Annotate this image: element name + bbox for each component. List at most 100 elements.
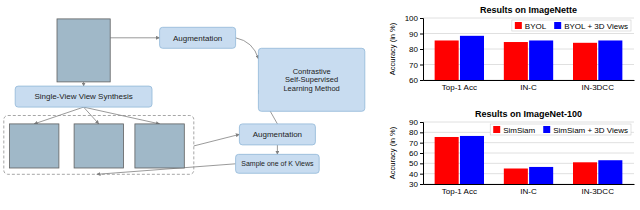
- tick: 60: [409, 149, 423, 158]
- tick: 90: [409, 118, 423, 127]
- arrow: [110, 37, 159, 38]
- axis-title: Accuracy (in %): [388, 126, 397, 179]
- bars: [435, 36, 623, 80]
- legend-frame: [512, 20, 631, 31]
- diagram-box: Augmentation: [239, 124, 315, 145]
- image: [10, 124, 59, 168]
- tick-label: 100: [405, 14, 419, 23]
- diagram-box: Single-View View Synthesis: [15, 86, 152, 107]
- grid: [423, 122, 634, 184]
- tick-label: 70: [409, 61, 418, 70]
- diagram-box: Sample one of K Views: [236, 154, 320, 173]
- tick: Top-1 Acc: [442, 80, 477, 92]
- tick: IN-3DCC: [581, 80, 614, 92]
- axis-line: [424, 80, 635, 81]
- tick-mark: [420, 49, 423, 50]
- tick-label: 30: [409, 180, 418, 189]
- grid: [423, 18, 634, 80]
- axis-line: [420, 123, 424, 185]
- tick-label: 80: [409, 45, 418, 54]
- legend: SimSiamSimSiam + 3D Views: [490, 124, 631, 135]
- tick: 40: [409, 170, 423, 179]
- image: [74, 124, 123, 168]
- tick-mark: [420, 80, 423, 81]
- tick: 30: [409, 180, 423, 189]
- tick: IN-C: [520, 80, 537, 92]
- arrow: [83, 82, 84, 86]
- y-axis: 60 70 80 90 100: [405, 14, 424, 85]
- tick-mark: [420, 34, 423, 35]
- bar: [573, 43, 597, 80]
- bar: [598, 160, 622, 184]
- bar: [435, 137, 459, 184]
- tick-label: Top-1 Acc: [442, 187, 477, 196]
- chart: 60708090100Top-1 AccIN-CIN-3DCCResults o…: [388, 5, 635, 92]
- chart: 3040 506070 8090 Top-1 Acc IN-C IN-3DCC Result…: [388, 109, 635, 196]
- bar: [529, 167, 553, 184]
- tick: 90: [409, 30, 423, 39]
- legend: BYOL BYOL + 3D Views: [512, 20, 631, 31]
- box: [15, 86, 152, 107]
- legend-label: BYOL: [525, 22, 547, 31]
- annotation: Augmentation: [253, 130, 302, 139]
- tick-mark: [420, 143, 423, 144]
- grid-line: [423, 18, 634, 19]
- tick-mark: [420, 18, 423, 19]
- bar: [504, 42, 528, 80]
- tick-label: 90: [409, 118, 418, 127]
- bar: [460, 136, 484, 184]
- tick-label: 70: [409, 139, 418, 148]
- tick: 70: [409, 139, 423, 148]
- tick-mark: [420, 153, 423, 154]
- bar: [460, 36, 484, 80]
- legend-swatch: [493, 126, 500, 133]
- tick: 70: [409, 61, 423, 70]
- image: [57, 19, 110, 82]
- tick-mark: [420, 184, 423, 185]
- tick: 80: [409, 128, 423, 137]
- axis-line: [420, 19, 424, 81]
- arrow: [194, 134, 240, 146]
- tick: 50: [409, 159, 423, 168]
- arrow: [277, 145, 278, 154]
- image: [135, 124, 184, 168]
- box: [160, 27, 236, 48]
- bar: [573, 162, 597, 184]
- diagram-box: Augmentation: [160, 27, 236, 48]
- tick: 60: [409, 76, 423, 85]
- grid-line: [423, 33, 634, 34]
- bars: [435, 136, 623, 184]
- tick-label: IN-3DCC: [581, 83, 614, 92]
- tick: Top-1 Acc: [442, 184, 477, 196]
- box: [239, 124, 315, 145]
- tick-mark: [420, 122, 423, 123]
- tick-mark: [420, 174, 423, 175]
- tick-label: 50: [409, 159, 418, 168]
- title: Results on ImageNet-100: [475, 109, 582, 119]
- arrow: [236, 38, 259, 59]
- tick: IN-C: [520, 184, 537, 196]
- x-axis: Top-1 Acc IN-C IN-3DCC: [424, 80, 635, 92]
- annotation: ContrastiveSelf-SupervisedLearning Metho…: [283, 67, 339, 93]
- tick-label: 40: [409, 170, 418, 179]
- legend-item: BYOL + 3D Views: [554, 22, 628, 31]
- axis-line: [424, 184, 635, 185]
- tick-label: IN-C: [520, 187, 537, 196]
- bar: [529, 40, 553, 80]
- legend-frame: [490, 124, 631, 135]
- box: [258, 48, 364, 111]
- tick-label: 80: [409, 128, 418, 137]
- legend-item: BYOL: [515, 22, 547, 31]
- annotation: Single-View View Synthesis: [34, 92, 132, 101]
- figure: Augmentation Single-View View Synthesis Co…: [0, 0, 640, 210]
- tick-label: IN-3DCC: [581, 187, 614, 196]
- legend-swatch: [515, 22, 522, 29]
- bar: [435, 40, 459, 80]
- dashed-group: [4, 116, 194, 175]
- diagram-box: ContrastiveSelf-SupervisedLearning Metho…: [258, 48, 364, 111]
- tick-label: 60: [409, 149, 418, 158]
- legend-label: BYOL + 3D Views: [564, 22, 628, 31]
- grid-line: [423, 122, 634, 123]
- tick: 100: [405, 14, 423, 23]
- diagram: Augmentation Single-View View Synthesis Co…: [4, 19, 365, 174]
